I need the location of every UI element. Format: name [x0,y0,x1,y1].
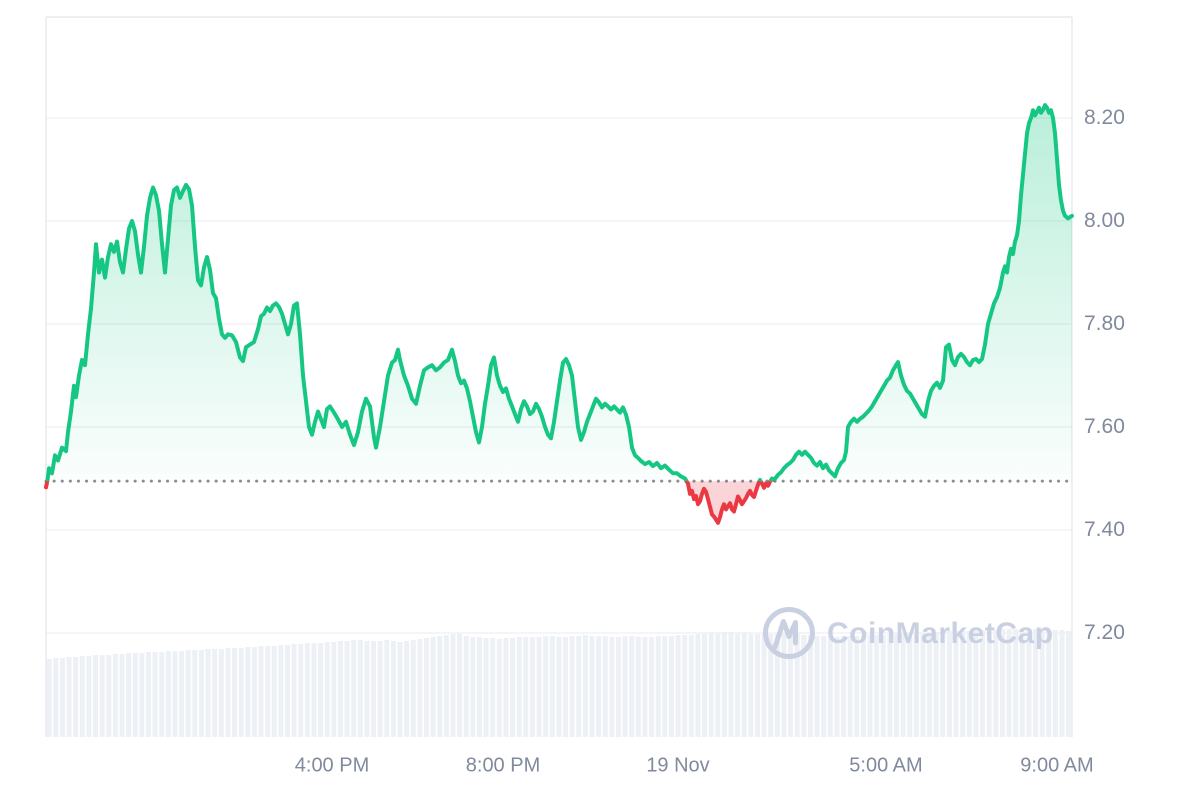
x-axis-tick-label: 9:00 AM [1020,754,1094,777]
x-axis-tick-label: 4:00 PM [294,754,370,777]
y-axis-tick-label: 7.60 [1084,415,1125,438]
y-axis-tick-label: 7.80 [1084,312,1125,335]
price-area-above-baseline [47,105,1072,482]
x-axis-tick-label: 8:00 PM [465,754,541,777]
x-axis-tick-label: 19 Nov [646,754,710,777]
x-axis-tick-label: 5:00 AM [849,754,923,777]
volume-bars [46,629,1072,737]
price-line-up-segment [45,103,1074,482]
y-axis-tick-label: 7.40 [1084,518,1125,541]
y-axis-tick-label: 8.20 [1084,106,1125,129]
y-axis-tick-label: 8.00 [1084,209,1125,232]
y-axis-tick-label: 7.20 [1084,621,1125,644]
